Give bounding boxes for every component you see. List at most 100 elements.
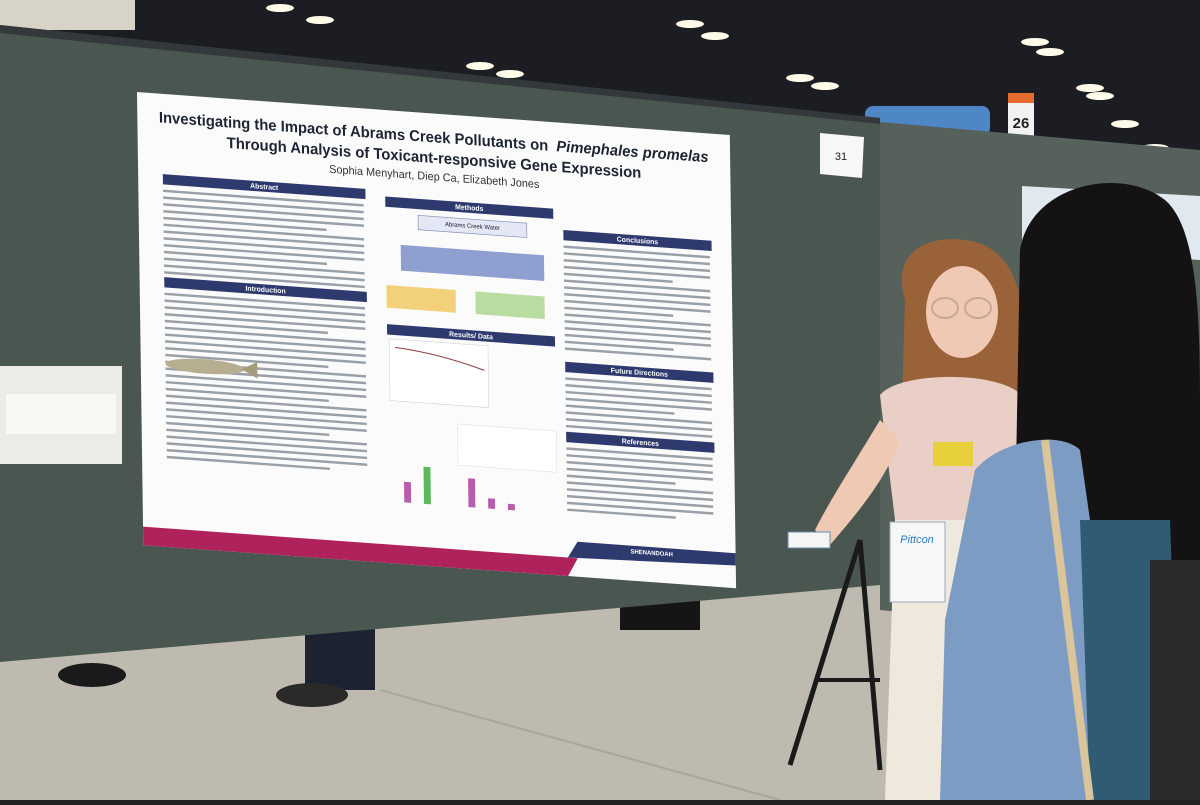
text-line (564, 333, 712, 347)
glasses (964, 297, 992, 319)
presenter-arm (815, 420, 900, 545)
ceiling-light (306, 16, 334, 24)
text-line (164, 326, 366, 344)
results-bar (423, 466, 431, 505)
text-line (566, 488, 714, 502)
text-line (163, 216, 327, 232)
text-line (564, 313, 711, 327)
text-line (563, 245, 710, 259)
text-line (563, 252, 710, 266)
poster-footer (143, 526, 578, 577)
text-line (163, 209, 364, 228)
text-line (566, 454, 713, 468)
text-line (165, 394, 367, 412)
section-title: Methods (455, 204, 484, 213)
floor-seam (379, 689, 781, 801)
text-line (166, 448, 368, 466)
text-line (565, 384, 712, 398)
fish-image (165, 358, 245, 375)
paper-holder-pocket (6, 394, 116, 434)
ceiling-light (1076, 84, 1104, 92)
text-line (564, 299, 711, 313)
text-line (566, 467, 713, 481)
section-header (162, 174, 366, 200)
text-line (163, 196, 364, 214)
text-line (164, 312, 366, 331)
text-line (565, 418, 713, 432)
text-line (565, 404, 675, 415)
ceiling-light (701, 32, 729, 40)
text-line (163, 203, 364, 221)
easel-leg (857, 539, 883, 771)
results-plot (388, 338, 490, 408)
text-line (563, 265, 711, 279)
ceiling-light (1036, 48, 1064, 56)
ceiling-light (676, 20, 704, 28)
badge (889, 521, 946, 603)
section-header (566, 431, 715, 453)
badge-text: Pittcon (900, 534, 934, 546)
poster: Investigating the Impact of Abrams Creek… (137, 92, 737, 589)
methods-step (386, 285, 456, 313)
business-card (787, 531, 831, 549)
text-line (163, 250, 327, 266)
text-line (564, 347, 712, 361)
methods-box-label: Abrams Creek Water (445, 222, 500, 232)
section-header (565, 361, 714, 383)
board-number-card (820, 133, 864, 178)
text-line (166, 442, 368, 460)
text-line (563, 258, 710, 273)
text-line (165, 340, 366, 358)
results-bar (468, 478, 476, 508)
text-line (566, 460, 713, 474)
ceiling-light (1086, 92, 1114, 100)
text-line (563, 272, 673, 283)
methods-step (400, 244, 545, 282)
text-line (564, 326, 711, 341)
results-bar (507, 503, 515, 511)
section-header (164, 277, 367, 303)
text-line (165, 333, 366, 351)
poster-body: Abstract Introduction Methods Results/ Data… (162, 174, 715, 519)
ceiling-light (266, 4, 294, 12)
shoe (276, 683, 348, 707)
section-header (563, 229, 712, 252)
text-line (564, 279, 711, 293)
text-line (164, 292, 366, 310)
results-bar (488, 498, 496, 509)
presenter-face (926, 266, 998, 358)
text-line (166, 414, 367, 432)
ceiling-light (1021, 38, 1049, 46)
ceiling-light (496, 70, 524, 78)
methods-box (417, 214, 528, 238)
text-line (163, 237, 365, 255)
text-line (163, 230, 365, 248)
text-line (564, 292, 711, 307)
text-line (165, 353, 329, 369)
text-line (165, 346, 366, 364)
text-line (165, 401, 367, 419)
wall-panel (0, 0, 135, 30)
text-line (564, 320, 711, 334)
text-line (566, 481, 714, 495)
text-line (166, 435, 368, 453)
name-tag (933, 442, 973, 466)
text-line (565, 390, 712, 404)
text-line (164, 264, 365, 282)
text-line (565, 411, 713, 425)
board-number: 31 (835, 151, 847, 163)
poster-footer (567, 541, 736, 566)
text-line (164, 306, 366, 324)
text-line (166, 428, 367, 446)
text-line (163, 189, 364, 207)
section-title: Results/ Data (449, 331, 493, 341)
methods-step (475, 291, 545, 320)
poster-logo: SHENANDOAH (630, 549, 672, 558)
text-line (163, 257, 365, 275)
text-line (566, 474, 676, 485)
section-header (386, 324, 556, 347)
text-line (567, 501, 714, 515)
text-line (566, 447, 713, 461)
text-line (164, 319, 328, 335)
